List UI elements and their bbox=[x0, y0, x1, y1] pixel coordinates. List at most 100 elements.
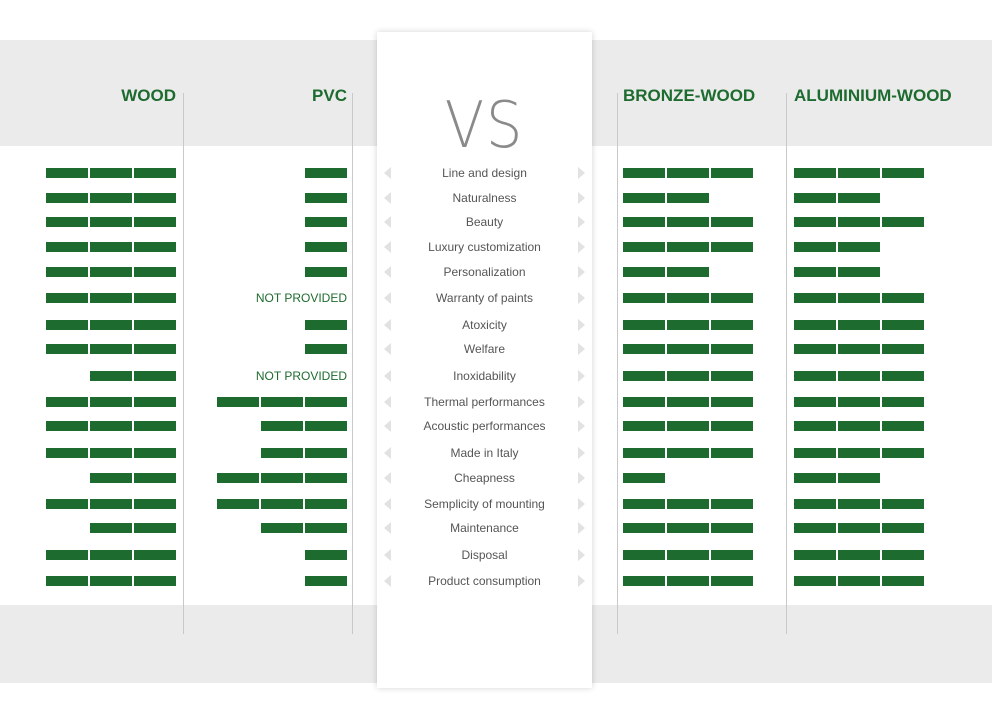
rating-bar-aluminium-wood bbox=[794, 499, 836, 509]
rating-bar-aluminium-wood bbox=[794, 168, 836, 178]
arrow-left-icon bbox=[384, 370, 391, 382]
rating-bar-wood bbox=[134, 499, 176, 509]
arrow-right-icon bbox=[578, 266, 585, 278]
rating-bar-aluminium-wood bbox=[838, 320, 880, 330]
rating-bar-wood bbox=[46, 550, 88, 560]
rating-bar-aluminium-wood bbox=[838, 499, 880, 509]
rating-bar-wood bbox=[46, 242, 88, 252]
rating-bar-aluminium-wood bbox=[838, 523, 880, 533]
rating-bar-bronze-wood bbox=[711, 293, 753, 303]
column-title-wood: WOOD bbox=[121, 86, 176, 105]
arrow-left-icon bbox=[384, 420, 391, 432]
criterion-label: Atoxicity bbox=[462, 318, 507, 332]
rating-bar-bronze-wood bbox=[667, 576, 709, 586]
rating-bar-bronze-wood bbox=[667, 523, 709, 533]
rating-bar-pvc bbox=[305, 523, 347, 533]
rating-bar-wood bbox=[134, 371, 176, 381]
rating-bar-bronze-wood bbox=[667, 421, 709, 431]
rating-bar-aluminium-wood bbox=[838, 242, 880, 252]
rating-bar-wood bbox=[90, 523, 132, 533]
rating-bar-bronze-wood bbox=[623, 168, 665, 178]
criterion-label: Product consumption bbox=[428, 574, 541, 588]
criterion-label: Welfare bbox=[463, 342, 506, 356]
arrow-right-icon bbox=[578, 522, 585, 534]
arrow-right-icon bbox=[578, 319, 585, 331]
criterion-label: Warranty of paints bbox=[436, 291, 533, 305]
rating-bar-bronze-wood bbox=[667, 371, 709, 381]
arrow-left-icon bbox=[384, 549, 391, 561]
arrow-right-icon bbox=[578, 472, 585, 484]
rating-bar-wood bbox=[46, 293, 88, 303]
rating-bar-wood bbox=[134, 421, 176, 431]
rating-bar-pvc bbox=[305, 397, 347, 407]
arrow-left-icon bbox=[384, 396, 391, 408]
rating-bar-bronze-wood bbox=[623, 576, 665, 586]
rating-bar-wood bbox=[46, 397, 88, 407]
rating-bar-aluminium-wood bbox=[838, 371, 880, 381]
arrow-right-icon bbox=[578, 241, 585, 253]
rating-bar-wood bbox=[90, 344, 132, 354]
rating-bar-aluminium-wood bbox=[882, 576, 924, 586]
rating-bar-bronze-wood bbox=[711, 448, 753, 458]
rating-bar-aluminium-wood bbox=[794, 421, 836, 431]
rating-bar-wood bbox=[90, 242, 132, 252]
rating-bar-pvc bbox=[305, 242, 347, 252]
criterion-label: Maintenance bbox=[450, 521, 519, 535]
rating-bar-bronze-wood bbox=[711, 371, 753, 381]
arrow-left-icon bbox=[384, 522, 391, 534]
rating-bar-wood bbox=[90, 421, 132, 431]
rating-bar-aluminium-wood bbox=[838, 421, 880, 431]
criterion-label: Line and design bbox=[442, 166, 527, 180]
rating-bar-aluminium-wood bbox=[794, 473, 836, 483]
rating-bar-bronze-wood bbox=[623, 242, 665, 252]
rating-bar-aluminium-wood bbox=[794, 242, 836, 252]
rating-bar-aluminium-wood bbox=[794, 397, 836, 407]
criteria-card: VS Line and design Naturalness Beauty Luxur… bbox=[377, 32, 592, 688]
arrow-left-icon bbox=[384, 167, 391, 179]
rating-bar-aluminium-wood bbox=[882, 371, 924, 381]
rating-bar-wood bbox=[90, 217, 132, 227]
rating-bar-pvc bbox=[305, 473, 347, 483]
rating-bar-wood bbox=[46, 168, 88, 178]
rating-bar-aluminium-wood bbox=[838, 344, 880, 354]
rating-bar-pvc bbox=[305, 267, 347, 277]
criterion-label: Disposal bbox=[461, 548, 508, 562]
arrow-left-icon bbox=[384, 343, 391, 355]
arrow-left-icon bbox=[384, 292, 391, 304]
rating-bar-aluminium-wood bbox=[882, 448, 924, 458]
rating-bar-pvc bbox=[305, 448, 347, 458]
rating-bar-pvc bbox=[261, 397, 303, 407]
rating-bar-wood bbox=[90, 267, 132, 277]
rating-bar-aluminium-wood bbox=[838, 217, 880, 227]
rating-bar-aluminium-wood bbox=[794, 448, 836, 458]
rating-bar-bronze-wood bbox=[667, 320, 709, 330]
rating-bar-bronze-wood bbox=[623, 421, 665, 431]
criterion-label: Inoxidability bbox=[453, 369, 516, 383]
rating-bar-wood bbox=[46, 193, 88, 203]
rating-bar-bronze-wood bbox=[667, 397, 709, 407]
rating-bar-wood bbox=[134, 576, 176, 586]
rating-bar-aluminium-wood bbox=[838, 168, 880, 178]
rating-bar-bronze-wood bbox=[711, 217, 753, 227]
rating-bar-pvc bbox=[261, 421, 303, 431]
rating-bar-bronze-wood bbox=[711, 168, 753, 178]
rating-bar-aluminium-wood bbox=[794, 523, 836, 533]
rating-bar-bronze-wood bbox=[711, 550, 753, 560]
criterion-label: Semplicity of mounting bbox=[424, 497, 545, 511]
rating-bar-bronze-wood bbox=[623, 320, 665, 330]
rating-bar-wood bbox=[90, 371, 132, 381]
rating-bar-pvc bbox=[217, 397, 259, 407]
rating-bar-bronze-wood bbox=[623, 448, 665, 458]
rating-bar-aluminium-wood bbox=[882, 217, 924, 227]
rating-bar-pvc bbox=[261, 499, 303, 509]
arrow-right-icon bbox=[578, 420, 585, 432]
rating-bar-aluminium-wood bbox=[794, 320, 836, 330]
arrow-left-icon bbox=[384, 472, 391, 484]
rating-bar-wood bbox=[134, 242, 176, 252]
arrow-right-icon bbox=[578, 343, 585, 355]
arrow-right-icon bbox=[578, 575, 585, 587]
column-title-aluminium-wood: ALUMINIUM-WOOD bbox=[794, 86, 952, 105]
rating-bar-pvc bbox=[261, 448, 303, 458]
arrow-left-icon bbox=[384, 266, 391, 278]
rating-bar-aluminium-wood bbox=[794, 576, 836, 586]
